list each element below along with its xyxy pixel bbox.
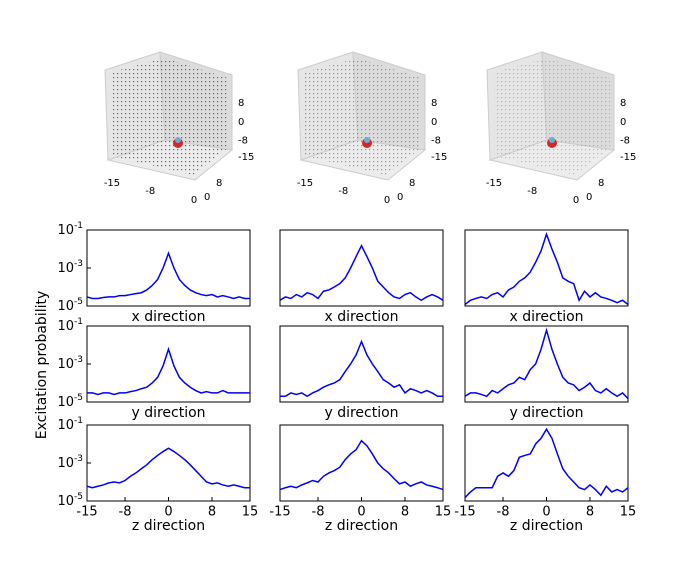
- x-tick-label: -15: [269, 505, 290, 520]
- plot-frame: [86, 424, 251, 502]
- cube-tick-label: -15: [486, 178, 502, 189]
- cube-tick-label: 0: [431, 117, 437, 128]
- data-line: [86, 251, 250, 300]
- plot-frame: [464, 325, 629, 403]
- cube-tick-label: 8: [216, 178, 222, 189]
- x-tick-label: -8: [119, 505, 132, 520]
- vector-field: [112, 58, 228, 175]
- cube-tick-label: 8: [238, 98, 244, 109]
- cube-tick-label: -8: [145, 186, 155, 197]
- x-axis-label: x direction: [509, 309, 583, 325]
- cube-tick-label: 0: [191, 195, 197, 206]
- data-line: [464, 427, 629, 499]
- x-tick-label: 15: [620, 505, 637, 520]
- cube-tick-label: -8: [527, 186, 537, 197]
- x-tick-label: -8: [497, 505, 510, 520]
- x-axis-label: y direction: [324, 405, 398, 421]
- y-tick-label: 10-5: [57, 492, 83, 509]
- x-axis-label: z direction: [510, 518, 583, 534]
- source-marker: [549, 137, 555, 143]
- source-marker: [175, 137, 181, 143]
- x-tick-label: 15: [435, 505, 452, 520]
- cube-tick-label: -8: [620, 136, 630, 147]
- data-line: [280, 339, 443, 398]
- x-axis-label: x direction: [131, 309, 205, 325]
- cube-3d: [297, 51, 427, 181]
- cube-tick-label: -8: [338, 186, 348, 197]
- y-tick-label: 10-3: [57, 355, 83, 372]
- data-line: [279, 243, 444, 302]
- cube-tick-label: 0: [620, 117, 626, 128]
- vector-field: [305, 58, 421, 175]
- cube-tick-label: -15: [104, 178, 120, 189]
- cube-tick-label: -15: [431, 152, 447, 163]
- data-line: [464, 327, 629, 400]
- y-tick-label: 10-3: [57, 454, 83, 471]
- x-tick-label: 8: [586, 505, 594, 520]
- y-tick-label: 10-1: [57, 416, 83, 433]
- plot-frame: [86, 229, 251, 307]
- x-tick-label: 0: [357, 505, 365, 520]
- y-tick-label: 10-1: [57, 221, 83, 238]
- x-tick-label: 15: [242, 505, 259, 520]
- data-line: [279, 439, 444, 491]
- plot-frame: [86, 325, 251, 403]
- x-axis-label: y direction: [509, 405, 583, 421]
- x-axis-label: y direction: [131, 405, 205, 421]
- cube-3d: [104, 51, 234, 181]
- cube-tick-label: 0: [384, 195, 390, 206]
- cube-tick-label: -15: [238, 152, 254, 163]
- plot-frame: [464, 229, 629, 307]
- plot-frame: [279, 325, 444, 403]
- y-tick-label: 10-5: [57, 393, 83, 410]
- cube-tick-label: -8: [238, 136, 248, 147]
- y-tick-label: 10-1: [57, 317, 83, 334]
- cube-tick-label: 8: [409, 178, 415, 189]
- x-tick-label: 8: [208, 505, 216, 520]
- plot-frame: [279, 424, 444, 502]
- x-axis-label: z direction: [325, 518, 398, 534]
- cube-tick-label: -8: [431, 136, 441, 147]
- x-axis-label: z direction: [132, 518, 205, 534]
- cube-tick-label: 0: [586, 192, 592, 203]
- cube-tick-label: 0: [204, 192, 210, 203]
- cube-tick-label: 0: [573, 195, 579, 206]
- cube-tick-label: 0: [397, 192, 403, 203]
- cube-tick-label: 8: [598, 178, 604, 189]
- y-tick-label: 10-3: [57, 259, 83, 276]
- plot-frame: [279, 229, 444, 307]
- cube-tick-label: 8: [431, 98, 437, 109]
- x-tick-label: -15: [454, 505, 475, 520]
- vector-field: [494, 58, 610, 175]
- cube-tick-label: -15: [297, 178, 313, 189]
- data-line: [86, 447, 250, 489]
- x-tick-label: 0: [542, 505, 550, 520]
- cube-tick-label: -15: [620, 152, 636, 163]
- x-tick-label: -8: [312, 505, 325, 520]
- x-tick-label: 0: [164, 505, 172, 520]
- x-tick-label: -15: [76, 505, 97, 520]
- cube-3d: [486, 51, 616, 181]
- x-axis-label: x direction: [324, 309, 398, 325]
- y-axis-label: Excitation probability: [34, 291, 50, 440]
- data-line: [87, 346, 250, 396]
- y-tick-label: 10-5: [57, 297, 83, 314]
- source-marker: [364, 137, 370, 143]
- cube-tick-label: 0: [238, 117, 244, 128]
- data-line: [464, 231, 629, 306]
- x-tick-label: 8: [401, 505, 409, 520]
- cube-tick-label: 8: [620, 98, 626, 109]
